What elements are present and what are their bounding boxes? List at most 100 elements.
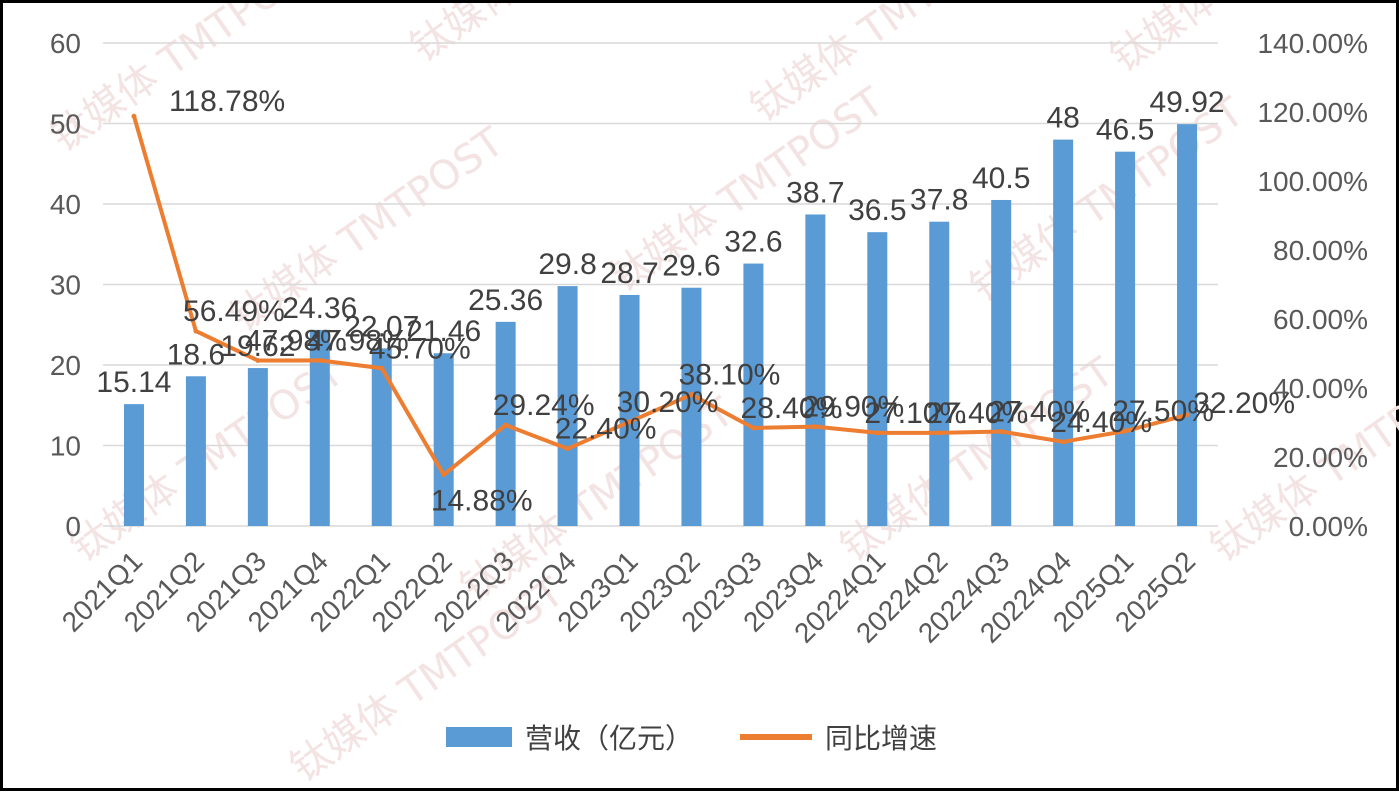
- line-point: [1122, 428, 1128, 434]
- bar-value-label: 32.6: [724, 226, 782, 259]
- bar: [867, 232, 888, 527]
- y-left-tick-label: 30: [50, 270, 81, 301]
- bar: [185, 376, 206, 526]
- growth-line: [132, 115, 1188, 477]
- y-left-tick-label: 40: [50, 189, 81, 220]
- watermark-text: 钛媒体 TMTPOST: [402, 3, 692, 71]
- bar: [309, 329, 330, 526]
- y-right-tick-label: 120.00%: [1257, 97, 1368, 128]
- bar: [1053, 139, 1074, 526]
- left-axis: 0 10 20 30 40 50 60: [50, 28, 81, 542]
- line-value-label: 32.20%: [1193, 387, 1295, 420]
- line-value-label: 38.10%: [679, 359, 781, 392]
- bar-value-label: 38.7: [786, 176, 844, 209]
- line-value-label: 27.40%: [988, 395, 1090, 428]
- line-value-label: 29.24%: [493, 389, 595, 422]
- bar-value-label: 19.62: [220, 330, 295, 363]
- bar-value-label: 48: [1046, 102, 1079, 135]
- line-point: [936, 430, 942, 436]
- y-right-tick-label: 80.00%: [1273, 235, 1368, 266]
- bar: [1115, 151, 1136, 527]
- bar: [1177, 124, 1198, 527]
- line-point: [1060, 439, 1066, 445]
- line-data-labels: 118.78%56.49%47.98%47.98%45.70%14.88%29.…: [169, 85, 1295, 517]
- line-value-label: 56.49%: [183, 295, 285, 328]
- line-value-label: 27.10%: [864, 397, 966, 430]
- bar: [433, 353, 454, 526]
- line-point: [688, 392, 694, 398]
- bar: [557, 286, 578, 526]
- bar-value-label: 40.5: [972, 162, 1030, 195]
- y-right-tick-label: 100.00%: [1257, 166, 1368, 197]
- bar-value-label: 29.6: [662, 250, 720, 283]
- watermark-text: 钛媒体 TMTPOST: [42, 3, 332, 161]
- line-point: [131, 113, 137, 119]
- legend-bar-label: 营收（亿元）: [525, 722, 693, 755]
- line-point: [627, 419, 633, 425]
- bar-value-label: 49.92: [1149, 86, 1224, 119]
- bar-value-label: 24.36: [282, 292, 357, 325]
- line-value-label: 28.40%: [741, 392, 843, 425]
- bar-series: [123, 124, 1198, 527]
- line-point: [565, 446, 571, 452]
- bar: [805, 214, 826, 526]
- bar: [991, 199, 1012, 526]
- y-left-tick-label: 60: [50, 28, 81, 59]
- line-series: [131, 113, 1190, 478]
- bar-value-label: 15.14: [96, 366, 171, 399]
- y-right-tick-label: 0.00%: [1289, 511, 1368, 542]
- bar: [247, 368, 268, 526]
- y-left-tick-label: 0: [65, 511, 81, 542]
- line-point: [1184, 412, 1190, 418]
- bar: [929, 221, 950, 526]
- grid-lines: [103, 42, 1218, 527]
- bar: [681, 287, 702, 526]
- bar-value-label: 25.36: [468, 284, 543, 317]
- y-right-tick-label: 140.00%: [1257, 28, 1368, 59]
- line-value-label: 29.90%: [802, 391, 904, 424]
- legend: 营收（亿元） 同比增速: [446, 722, 937, 755]
- legend-bar-swatch: [446, 727, 512, 747]
- line-value-label: 45.70%: [369, 332, 471, 365]
- bar-value-label: 18.6: [167, 338, 225, 371]
- line-point: [812, 424, 818, 430]
- bar: [743, 263, 764, 526]
- bar: [371, 348, 392, 526]
- line-point: [750, 425, 756, 431]
- bar-value-label: 28.7: [600, 257, 658, 290]
- bar-value-label: 21.46: [406, 315, 481, 348]
- line-value-label: 22.40%: [555, 413, 657, 446]
- line-point: [441, 472, 447, 478]
- line-value-label: 30.20%: [617, 386, 719, 419]
- bar-value-label: 46.5: [1096, 114, 1154, 147]
- legend-line-label: 同比增速: [825, 722, 937, 755]
- bar-value-label: 22.07: [344, 310, 419, 343]
- bar: [123, 404, 144, 526]
- x-axis: 2021Q12021Q22021Q32021Q42022Q12022Q22022…: [56, 545, 1201, 648]
- line-point: [255, 357, 261, 363]
- line-value-label: 24.40%: [1050, 406, 1152, 439]
- line-point: [503, 422, 509, 428]
- y-right-tick-label: 60.00%: [1273, 304, 1368, 335]
- line-value-label: 27.50%: [1112, 395, 1214, 428]
- line-point: [998, 428, 1004, 434]
- y-left-tick-label: 20: [50, 350, 81, 381]
- bar: [619, 294, 640, 526]
- line-point: [874, 430, 880, 436]
- right-axis: 0.00% 20.00% 40.00% 60.00% 80.00% 100.00% 120.…: [1257, 28, 1368, 542]
- line-value-label: 47.98%: [307, 324, 409, 357]
- line-point: [317, 357, 323, 363]
- bar-value-label: 29.8: [538, 248, 596, 281]
- bar-value-label: 37.8: [910, 184, 968, 217]
- bar-value-label: 36.5: [848, 194, 906, 227]
- line-point: [379, 365, 385, 371]
- line-value-label: 47.98%: [245, 324, 347, 357]
- line-value-label: 27.40%: [926, 397, 1028, 430]
- line-value-label: 14.88%: [431, 485, 533, 518]
- y-left-tick-label: 50: [50, 109, 81, 140]
- y-right-tick-label: 20.00%: [1273, 442, 1368, 473]
- line-value-label: 118.78%: [169, 85, 285, 118]
